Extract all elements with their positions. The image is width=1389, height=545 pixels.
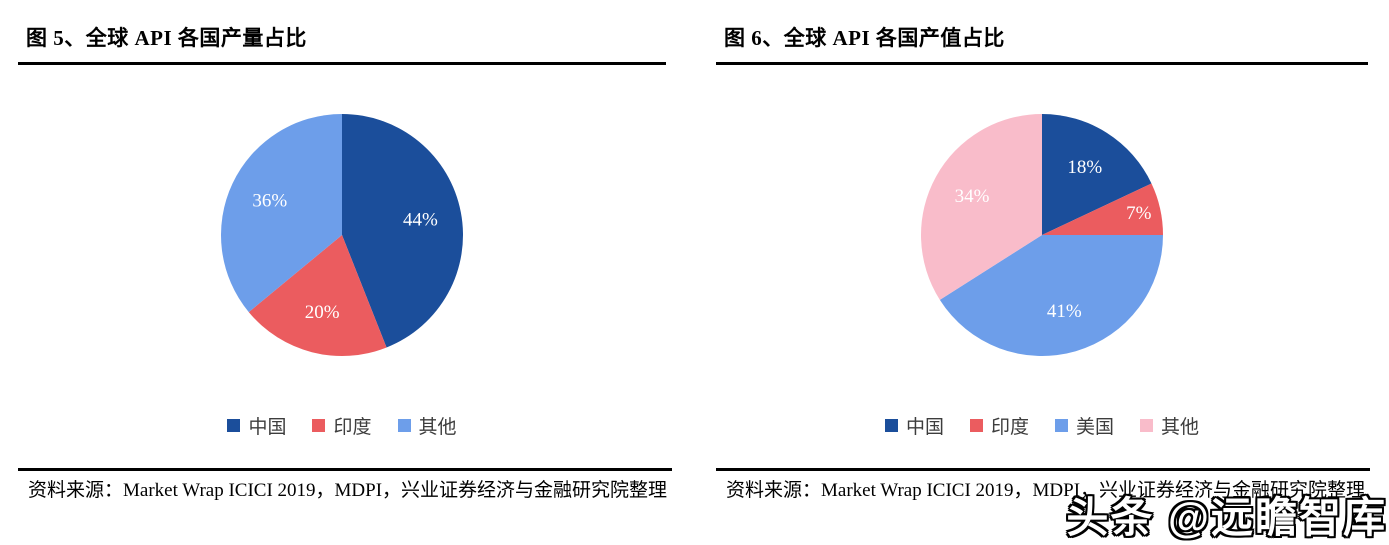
legend-swatch	[1140, 419, 1154, 432]
figure-6-title: 图 6、全球 API 各国产值占比	[716, 22, 1368, 65]
legend-label: 印度	[990, 417, 1029, 438]
legend-label: 中国	[248, 417, 287, 438]
legend-item-其他: 其他	[397, 412, 457, 439]
legend-swatch	[312, 419, 326, 432]
figure-5-title: 图 5、全球 API 各国产量占比	[18, 22, 666, 65]
pie-slice-其他	[221, 114, 342, 313]
pie-slice-label: 44%	[403, 210, 438, 231]
figure-5-pie-chart: 44% 20% 36%	[219, 112, 465, 358]
legend-swatch	[1055, 419, 1068, 432]
pie-slice-label: 36%	[252, 190, 287, 211]
pie-slice-印度	[1042, 183, 1163, 235]
legend-item-印度: 印度	[312, 412, 372, 439]
legend-item-印度: 印度	[969, 412, 1029, 439]
pie-slice-label: 18%	[1067, 157, 1102, 178]
figure-5-legend: 中国 印度 其他	[18, 412, 666, 439]
pie-slice-label: 41%	[1047, 301, 1082, 322]
legend-item-中国: 中国	[884, 412, 944, 439]
legend-label: 其他	[418, 417, 457, 438]
pie-slice-中国	[1042, 114, 1152, 235]
pie-slice-印度	[248, 235, 387, 356]
pie-slice-label: 7%	[1126, 203, 1152, 224]
legend-swatch	[397, 419, 411, 432]
legend-item-其他: 其他	[1140, 412, 1199, 439]
watermark: 头条 @远瞻智库	[1066, 494, 1387, 541]
legend-item-美国: 美国	[1055, 412, 1114, 439]
legend-swatch	[884, 419, 898, 432]
figure-6-legend: 中国 印度 美国 其他	[716, 412, 1368, 439]
figure-6-source: 资料来源：Market Wrap ICICI 2019，MDPI，兴业证券经济与…	[716, 468, 1370, 505]
legend-swatch	[227, 419, 241, 432]
legend-item-中国: 中国	[227, 412, 286, 439]
legend-swatch	[969, 419, 983, 432]
figure-6: 图 6、全球 API 各国产值占比 18% 7% 41% 34% 中国 印度 美国 其他 资…	[716, 0, 1370, 545]
figure-6-pie-chart: 18% 7% 41% 34%	[919, 112, 1165, 358]
legend-label: 其他	[1161, 417, 1200, 438]
pie-slice-其他	[921, 114, 1042, 300]
legend-label: 印度	[333, 417, 372, 438]
figure-5: 图 5、全球 API 各国产量占比 44% 20% 36% 中国 印度 其他 资料来源：…	[18, 0, 672, 545]
pie-slice-美国	[939, 235, 1163, 356]
legend-label: 中国	[905, 417, 944, 438]
figure-5-source: 资料来源：Market Wrap ICICI 2019，MDPI，兴业证券经济与…	[18, 468, 672, 505]
pie-slice-中国	[342, 114, 463, 348]
legend-label: 美国	[1076, 417, 1115, 438]
pie-svg: 18% 7% 41% 34%	[921, 114, 1163, 356]
pie-slice-label: 34%	[955, 186, 990, 207]
pie-svg: 44% 20% 36%	[221, 114, 463, 356]
pie-slice-label: 20%	[305, 302, 340, 323]
